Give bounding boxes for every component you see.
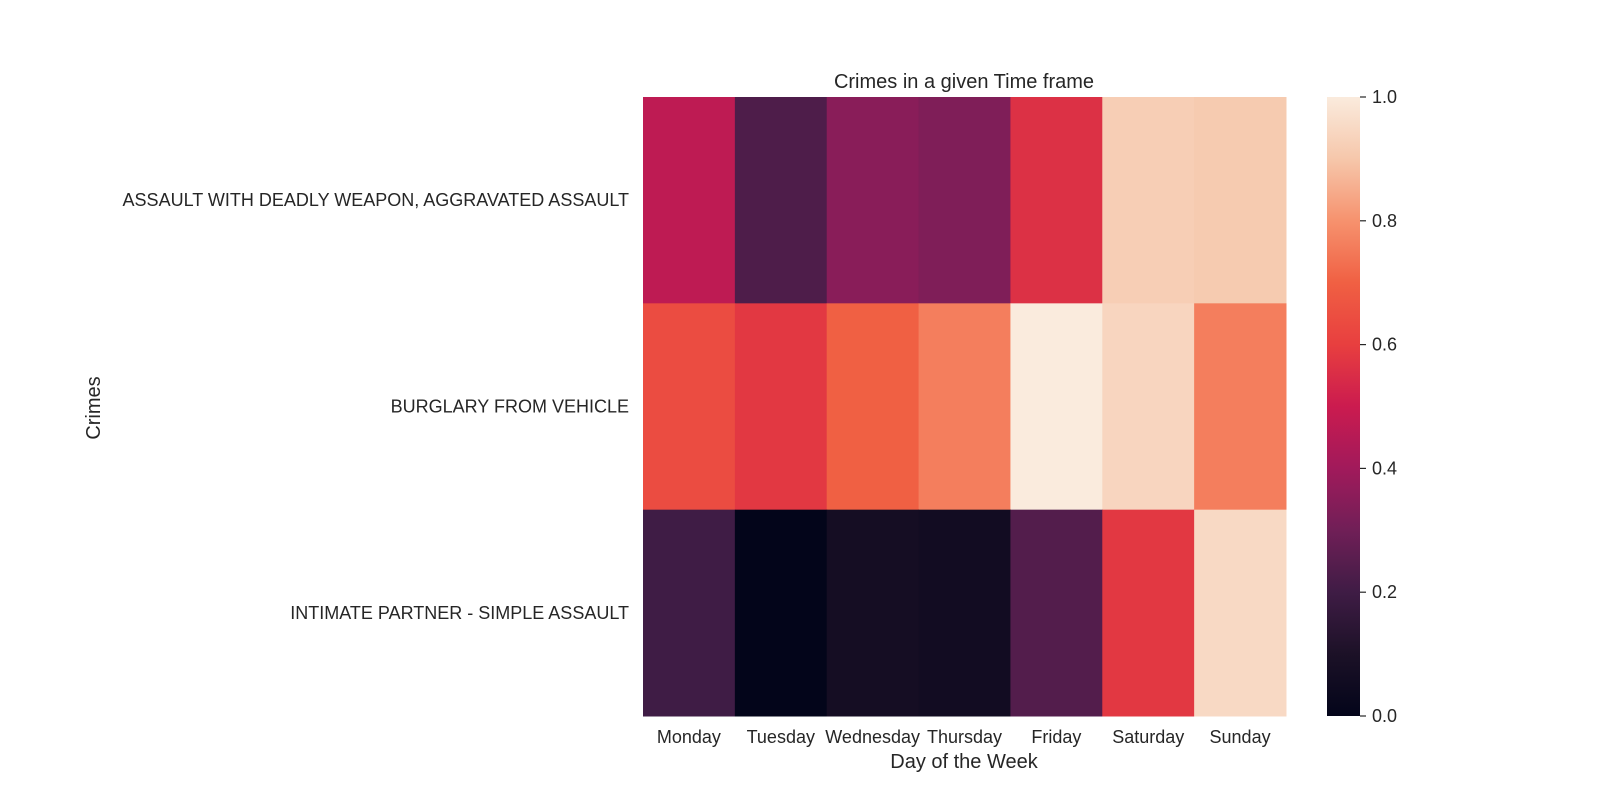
heatmap-cell bbox=[1102, 97, 1195, 304]
heatmap-cell bbox=[826, 303, 920, 511]
x-tick-labels: Monday Tuesday Wednesday Thursday Friday Satu… bbox=[657, 727, 1271, 747]
heatmap-cell bbox=[918, 509, 1011, 717]
x-tick-label: Monday bbox=[657, 727, 721, 747]
heatmap-cell bbox=[734, 509, 828, 717]
y-tick-label: INTIMATE PARTNER - SIMPLE ASSAULT bbox=[290, 603, 629, 623]
x-tick-label: Tuesday bbox=[747, 727, 815, 747]
colorbar-gradient bbox=[1327, 97, 1360, 716]
heatmap-cell bbox=[1010, 509, 1103, 717]
y-tick-label: ASSAULT WITH DEADLY WEAPON, AGGRAVATED A… bbox=[123, 190, 629, 210]
heatmap-cell bbox=[1194, 509, 1287, 717]
x-tick-label: Thursday bbox=[927, 727, 1002, 747]
chart-title: Crimes in a given Time frame bbox=[834, 71, 1094, 93]
heatmap-cell bbox=[1102, 509, 1195, 717]
x-tick-label: Wednesday bbox=[825, 727, 920, 747]
x-tick-label: Sunday bbox=[1210, 727, 1271, 747]
heatmap-cell bbox=[734, 303, 828, 511]
heatmap-cell bbox=[734, 97, 828, 304]
colorbar-tick-label: 0.8 bbox=[1372, 211, 1397, 231]
heatmap-cell bbox=[1194, 97, 1287, 304]
x-axis-label: Day of the Week bbox=[890, 751, 1038, 773]
colorbar-tick-label: 0.4 bbox=[1372, 458, 1397, 478]
heatmap-cell bbox=[826, 97, 920, 304]
colorbar-tick-label: 0.6 bbox=[1372, 335, 1397, 355]
colorbar-tick-label: 0.2 bbox=[1372, 582, 1397, 602]
heatmap-cell bbox=[918, 303, 1011, 511]
x-tick-label: Saturday bbox=[1112, 727, 1184, 747]
heatmap-cell bbox=[826, 509, 920, 717]
colorbar-tick-label: 1.0 bbox=[1372, 87, 1397, 107]
heatmap-cell bbox=[1010, 303, 1103, 511]
heatmap-cell bbox=[918, 97, 1011, 304]
colorbar: 0.0 0.2 0.4 0.6 0.8 1.0 bbox=[1327, 87, 1397, 726]
y-tick-labels: ASSAULT WITH DEADLY WEAPON, AGGRAVATED A… bbox=[123, 190, 629, 623]
heatmap-cells bbox=[643, 97, 1287, 717]
heatmap-cell bbox=[1102, 303, 1195, 511]
y-tick-label: BURGLARY FROM VEHICLE bbox=[391, 397, 629, 417]
x-tick-label: Friday bbox=[1031, 727, 1081, 747]
heatmap-cell bbox=[1194, 303, 1287, 511]
heatmap-cell bbox=[643, 303, 736, 511]
colorbar-tick-label: 0.0 bbox=[1372, 706, 1397, 726]
heatmap-cell bbox=[1010, 97, 1103, 304]
heatmap-cell bbox=[643, 509, 736, 717]
heatmap-cell bbox=[643, 97, 736, 304]
y-axis-label: Crimes bbox=[83, 376, 105, 439]
